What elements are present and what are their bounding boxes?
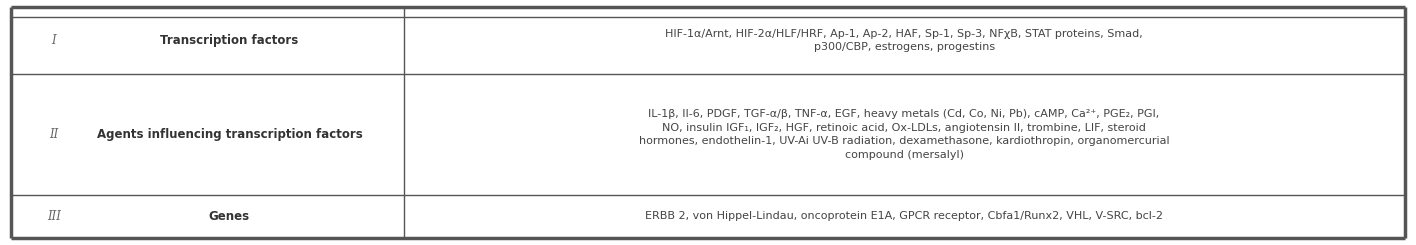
Text: Genes: Genes [208, 210, 251, 223]
Text: II: II [50, 128, 58, 141]
Text: Transcription factors: Transcription factors [160, 34, 299, 47]
Text: IL-1β, II-6, PDGF, TGF-α/β, TNF-α, EGF, heavy metals (Cd, Co, Ni, Pb), cAMP, Ca²: IL-1β, II-6, PDGF, TGF-α/β, TNF-α, EGF, … [639, 109, 1170, 160]
Text: III: III [47, 210, 61, 223]
Text: I: I [51, 34, 57, 47]
Text: HIF-1α/Arnt, HIF-2α/HLF/HRF, Ap-1, Ap-2, HAF, Sp-1, Sp-3, NFχB, STAT proteins, S: HIF-1α/Arnt, HIF-2α/HLF/HRF, Ap-1, Ap-2,… [666, 29, 1143, 52]
Text: Agents influencing transcription factors: Agents influencing transcription factors [96, 128, 362, 141]
Text: ERBB 2, von Hippel-Lindau, oncoprotein E1A, GPCR receptor, Cbfa1/Runx2, VHL, V-S: ERBB 2, von Hippel-Lindau, oncoprotein E… [646, 211, 1163, 221]
